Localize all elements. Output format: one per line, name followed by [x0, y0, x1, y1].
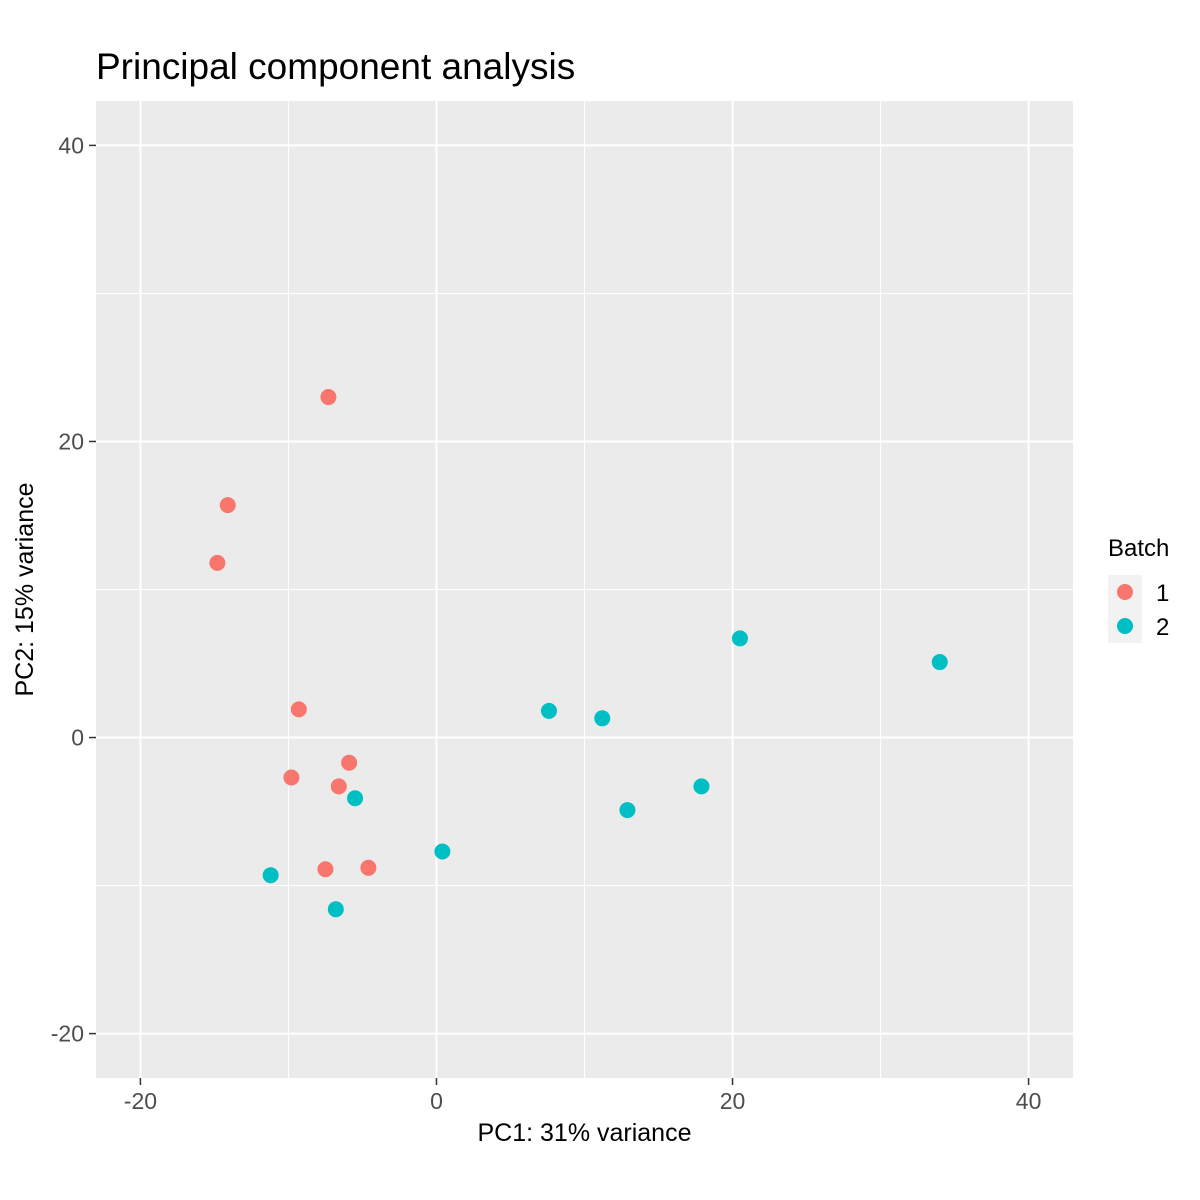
minor-gridlines: [96, 101, 1073, 1078]
legend-items: 12: [1108, 575, 1169, 643]
x-tick-label: -20: [124, 1088, 157, 1114]
legend-key-1: [1117, 584, 1133, 600]
y-tick-label: 20: [58, 428, 84, 454]
data-point-batch-2: [619, 802, 636, 819]
data-point-batch-1: [341, 754, 358, 771]
data-point-batch-2: [434, 843, 451, 860]
legend-label-1: 1: [1156, 580, 1169, 607]
data-point-batch-1: [283, 769, 300, 786]
y-tick-label: 0: [71, 725, 84, 751]
y-tick-label: -20: [51, 1021, 84, 1047]
data-point-batch-2: [262, 867, 279, 884]
data-point-batch-1: [317, 861, 334, 878]
legend-key-2: [1117, 618, 1133, 634]
y-tick-label: 40: [58, 132, 84, 158]
x-tick-label: 20: [720, 1088, 746, 1114]
chart-title: Principal component analysis: [96, 46, 575, 87]
x-tick-label: 0: [430, 1088, 443, 1114]
data-point-batch-2: [693, 778, 710, 795]
data-point-batch-1: [209, 554, 226, 571]
x-tick-label: 40: [1016, 1088, 1042, 1114]
y-axis-label: PC2: 15% variance: [11, 482, 39, 696]
legend-label-2: 2: [1156, 614, 1169, 641]
data-point-batch-2: [347, 790, 364, 807]
data-point-batch-2: [540, 702, 557, 719]
x-axis-label: PC1: 31% variance: [477, 1119, 691, 1147]
data-point-batch-2: [731, 630, 748, 647]
data-point-batch-1: [219, 497, 236, 514]
legend-title: Batch: [1108, 535, 1169, 562]
x-axis-tick-labels: -20 0 20 40: [124, 1088, 1042, 1114]
legend: Batch 12: [1108, 535, 1169, 643]
axis-ticks: [89, 144, 1030, 1085]
data-point-batch-1: [320, 389, 337, 406]
data-point-batch-1: [290, 701, 307, 718]
data-point-batch-2: [931, 654, 948, 671]
data-point-batch-1: [360, 859, 377, 876]
data-point-batch-1: [330, 778, 347, 795]
major-gridlines: [96, 101, 1073, 1078]
data-points: [209, 389, 948, 918]
data-point-batch-2: [327, 901, 344, 918]
y-axis-tick-labels: -20 0 20 40: [51, 132, 84, 1046]
data-point-batch-2: [594, 710, 611, 727]
